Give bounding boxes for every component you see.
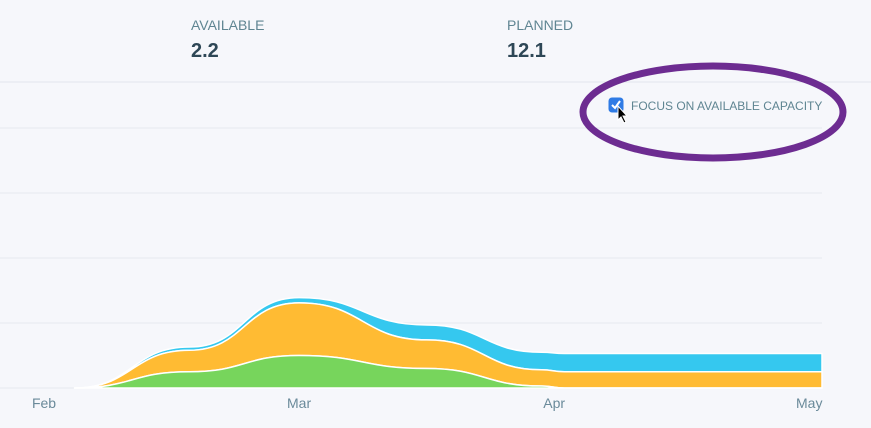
check-mark xyxy=(611,100,621,110)
stat-value: 12.1 xyxy=(507,40,546,62)
stat-label: PLANNED xyxy=(507,17,573,33)
cursor xyxy=(617,104,629,124)
x-tick-label: Mar xyxy=(287,395,311,411)
stat-label: AVAILABLE xyxy=(191,17,264,33)
stat-value: 2.2 xyxy=(191,40,219,62)
x-tick-label: Feb xyxy=(32,395,56,411)
area xyxy=(73,354,823,389)
highlight-ellipse xyxy=(579,62,847,162)
checkbox-label[interactable]: FOCUS ON AVAILABLE CAPACITY xyxy=(631,99,822,113)
x-tick-label: Apr xyxy=(543,395,565,411)
plot: Feb Mar Apr May xyxy=(0,127,823,411)
focus-toggle[interactable]: FOCUS ON AVAILABLE CAPACITY xyxy=(608,97,822,113)
x-tick-label: May xyxy=(796,395,822,411)
